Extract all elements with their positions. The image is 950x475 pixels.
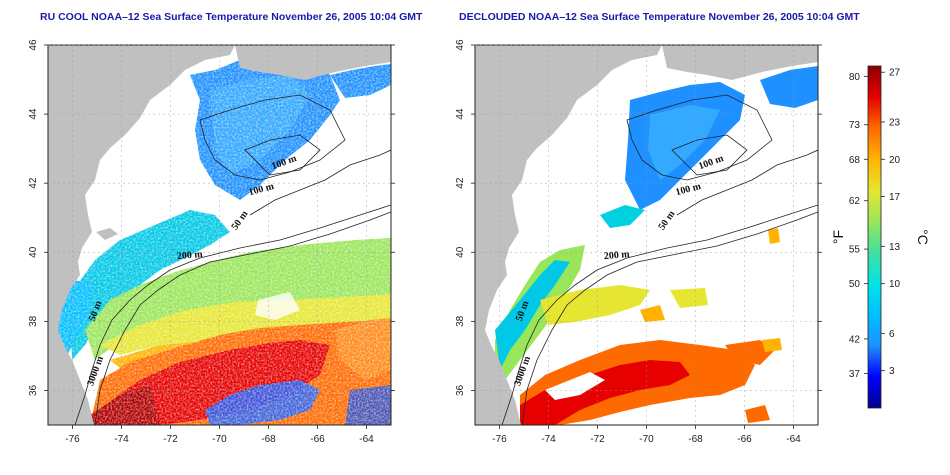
land-mass-left [48, 45, 235, 425]
fahrenheit-tick-label: 80 [849, 72, 861, 83]
lat-tick-label: 42 [28, 177, 39, 189]
celsius-tick-label: 3 [889, 366, 895, 377]
celsius-tick-label: 17 [889, 192, 901, 203]
lon-tick-label: -74 [114, 434, 129, 445]
lon-tick-label: -72 [590, 434, 605, 445]
lon-tick-label: -74 [541, 434, 556, 445]
axis-ticks: -76 -74 -72 -70 -68 -66 -64 36 38 40 42 44 46 -76 -74 -… [28, 39, 822, 445]
fahrenheit-unit-label: °F [830, 230, 846, 244]
lon-tick-label: -66 [737, 434, 752, 445]
lat-tick-label: 46 [455, 39, 466, 51]
lon-tick-label: -68 [688, 434, 703, 445]
bathymetry-contours-right [501, 94, 818, 425]
contour-label: 200 m [603, 249, 630, 262]
left-panel-title: RU COOL NOAA–12 Sea Surface Temperature … [40, 11, 423, 23]
colorbar-gradient [867, 65, 882, 409]
colorbar-ticks: 27 23 20 17 13 10 6 3 80 73 68 62 55 50 42 37 [849, 68, 901, 380]
fahrenheit-tick-label: 68 [849, 155, 861, 166]
lon-tick-label: -72 [163, 434, 178, 445]
lon-tick-label: -70 [639, 434, 654, 445]
celsius-tick-label: 10 [889, 279, 901, 290]
lat-tick-label: 40 [455, 246, 466, 258]
lon-tick-label: -64 [786, 434, 801, 445]
lon-tick-label: -64 [359, 434, 374, 445]
contour-label: 200 m [176, 249, 203, 262]
lat-tick-label: 44 [28, 108, 39, 120]
celsius-tick-label: 20 [889, 155, 901, 166]
right-panel-title: DECLOUDED NOAA–12 Sea Surface Temperatur… [459, 11, 860, 23]
bathymetry-contours-left [74, 94, 391, 425]
lat-tick-label: 42 [455, 177, 466, 189]
lon-tick-label: -68 [261, 434, 276, 445]
land-nova-scotia-left [235, 45, 391, 80]
celsius-tick-label: 6 [889, 329, 895, 340]
celsius-tick-label: 13 [889, 242, 901, 253]
fahrenheit-tick-label: 73 [849, 120, 861, 131]
celsius-tick-label: 23 [889, 117, 901, 128]
lat-tick-label: 46 [28, 39, 39, 51]
lon-tick-label: -66 [310, 434, 325, 445]
land-nova-scotia-right [662, 45, 818, 80]
fahrenheit-tick-label: 55 [849, 245, 861, 256]
celsius-tick-label: 27 [889, 68, 901, 79]
fahrenheit-tick-label: 50 [849, 279, 861, 290]
lat-tick-label: 40 [28, 246, 39, 258]
lat-tick-label: 36 [28, 384, 39, 396]
lon-tick-label: -70 [212, 434, 227, 445]
land-long-island-left [96, 228, 118, 240]
lat-tick-label: 38 [28, 315, 39, 327]
lon-tick-label: -76 [65, 434, 80, 445]
lon-tick-label: -76 [492, 434, 507, 445]
fahrenheit-tick-label: 37 [849, 369, 861, 380]
lat-tick-label: 44 [455, 108, 466, 120]
colorbar: 27 23 20 17 13 10 6 3 80 73 68 62 55 50 42 37 °F °C [830, 65, 931, 409]
fahrenheit-tick-label: 42 [849, 334, 861, 345]
celsius-unit-label: °C [915, 229, 931, 245]
fahrenheit-tick-label: 62 [849, 196, 861, 207]
grid-lines [48, 44, 818, 425]
land-mass-right [475, 45, 662, 425]
lat-tick-label: 36 [455, 384, 466, 396]
lat-tick-label: 38 [455, 315, 466, 327]
